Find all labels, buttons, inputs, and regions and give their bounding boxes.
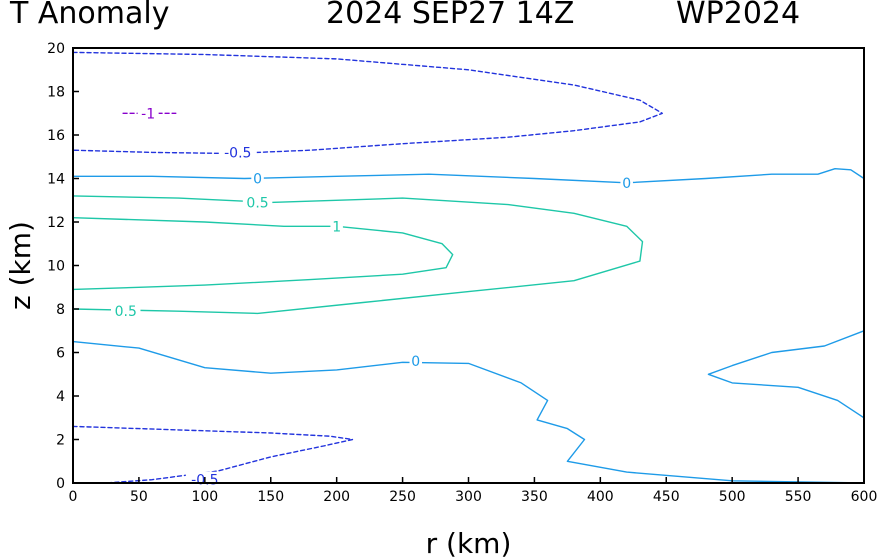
y-tick-label: 4 [56, 389, 65, 405]
x-tick-label: 200 [323, 489, 350, 505]
x-axis-label: r (km) [426, 527, 512, 559]
contour-label: 1 [332, 219, 341, 235]
y-tick-label: 2 [56, 433, 65, 449]
x-tick-label: 500 [719, 489, 746, 505]
y-tick-label: 14 [47, 172, 65, 188]
contour-label: 0 [253, 172, 262, 188]
contour-label: -0.5 [224, 145, 251, 161]
contour-label-mask [409, 353, 423, 370]
contour-label: 0 [622, 176, 631, 192]
contour-line [72, 425, 354, 484]
contour-labels-layer: -0.5-10 00.50.510-0.5 [110, 105, 633, 489]
contour-label: 0 [411, 354, 420, 370]
contour-label-mask [620, 174, 633, 191]
y-tick-label: 20 [47, 41, 65, 57]
chart-title-date: 2024 SEP27 14Z [326, 0, 575, 31]
x-tick-label: 400 [587, 489, 614, 505]
y-tick-label: 10 [47, 259, 65, 275]
y-tick-label: 16 [47, 128, 65, 144]
chart-title-storm: WP2024 [676, 0, 801, 31]
x-tick-label: 450 [653, 489, 680, 505]
contour-label: 0.5 [115, 304, 137, 320]
contour-label-mask [110, 303, 141, 320]
y-axis-ticks: 0 2 4 6 8 10 12 14 16 18 20 [47, 41, 79, 492]
contour-label: -1 [141, 106, 155, 122]
y-tick-label: 12 [47, 215, 65, 231]
contour-line [72, 195, 644, 315]
contour-line [72, 51, 663, 155]
contours-layer [72, 51, 865, 484]
chart-title-left: T Anomaly [10, 0, 170, 31]
x-tick-label: 250 [389, 489, 416, 505]
contour-label-mask [218, 144, 257, 161]
x-tick-label: 600 [851, 489, 878, 505]
contour-line [72, 217, 454, 291]
x-tick-label: 350 [521, 489, 548, 505]
contour-line [707, 330, 865, 419]
x-tick-label: 550 [785, 489, 812, 505]
contour-label: 0.5 [246, 195, 268, 211]
y-tick-label: 6 [56, 346, 65, 362]
contour-label-mask [137, 105, 159, 122]
x-tick-label: 150 [257, 489, 284, 505]
x-axis-ticks: 0 50 100 150 200 250 300 350 400 450 500 550 600 [69, 477, 878, 505]
plot-frame [72, 47, 865, 484]
x-tick-label: 50 [130, 489, 148, 505]
y-tick-label: 0 [56, 476, 65, 492]
contour-line [72, 340, 865, 484]
y-axis-label: z (km) [4, 221, 37, 310]
y-tick-label: 18 [47, 85, 65, 101]
contour-label-mask [251, 170, 264, 187]
x-tick-label: 300 [455, 489, 482, 505]
x-tick-label: 100 [191, 489, 218, 505]
y-tick-label: 8 [56, 302, 65, 318]
contour-line [72, 168, 865, 184]
x-tick-label: 0 [69, 489, 78, 505]
contour-label-mask [330, 218, 343, 235]
contour-label-mask [242, 194, 273, 211]
